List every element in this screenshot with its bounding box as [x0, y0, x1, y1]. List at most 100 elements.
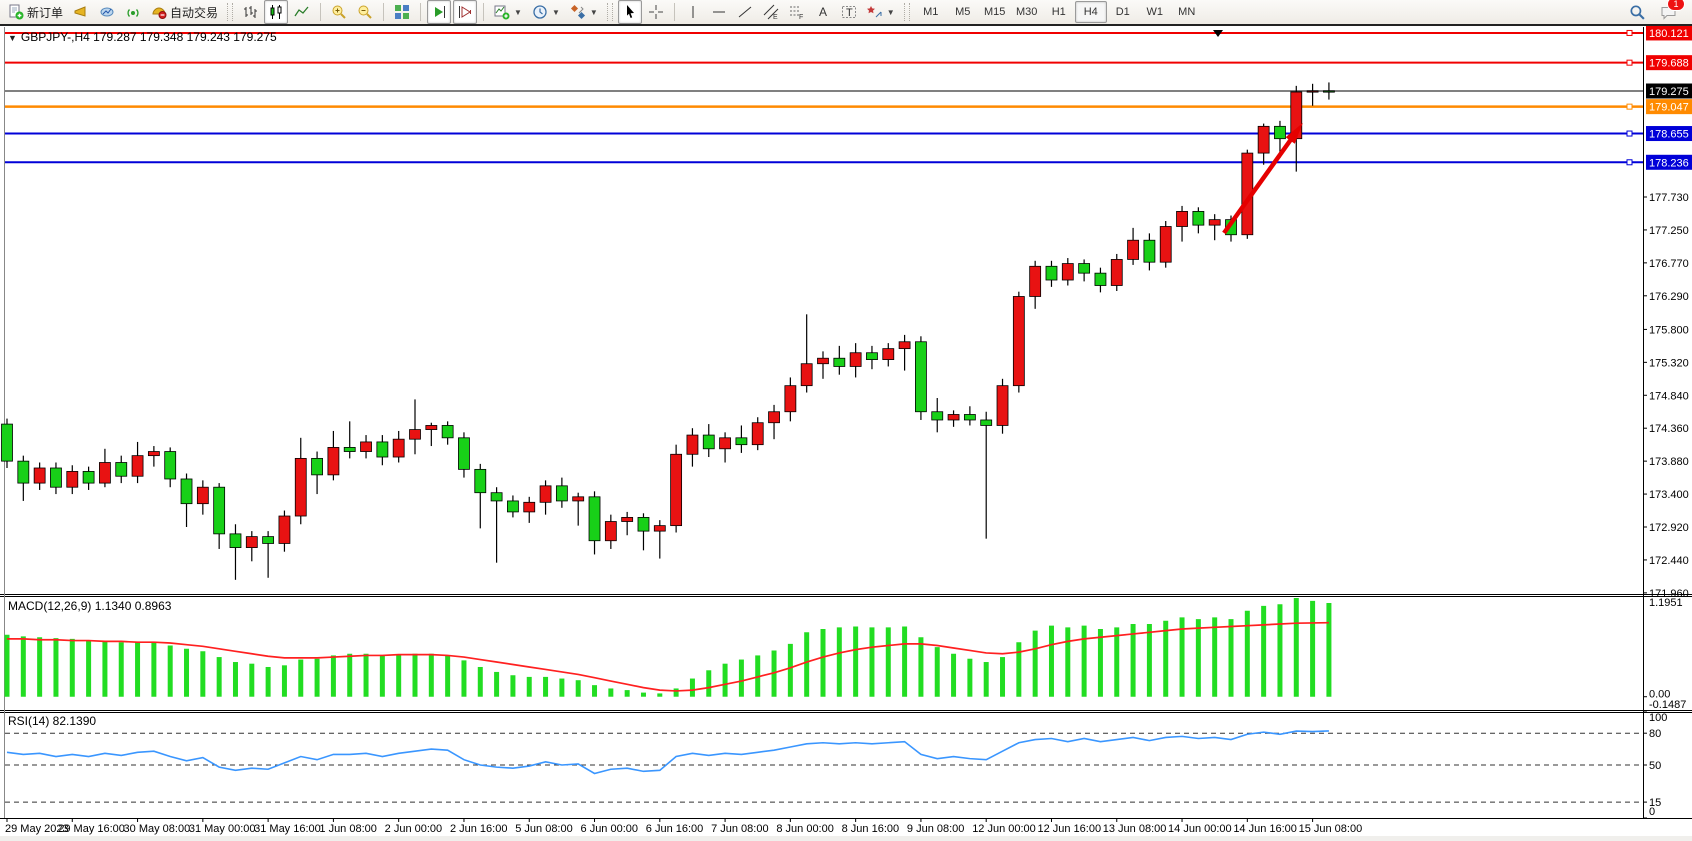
- level-handle[interactable]: [1626, 130, 1633, 137]
- line-chart-type-button[interactable]: [290, 0, 314, 24]
- rsi-line: [6, 730, 1329, 775]
- svg-text:29 May 2023: 29 May 2023: [5, 823, 69, 835]
- cursor-button[interactable]: [617, 0, 642, 24]
- level-handle[interactable]: [1626, 103, 1633, 110]
- candlestick-chart-type-button[interactable]: [264, 0, 289, 24]
- toolbar-grip3[interactable]: [903, 3, 910, 21]
- svg-text:173.400: 173.400: [1649, 489, 1689, 501]
- megaphone-icon: [74, 6, 86, 17]
- charts-cloud-button[interactable]: [95, 0, 119, 24]
- zoom-out-button[interactable]: [353, 0, 377, 24]
- indicators-icon: [494, 5, 510, 20]
- timeframe-button-mn[interactable]: MN: [1178, 6, 1196, 18]
- timeframe-button-d1[interactable]: D1: [1115, 6, 1130, 18]
- notifications-button[interactable]: 1: [1656, 0, 1685, 24]
- horizontal-line-icon: [712, 11, 725, 13]
- indicators-dropdown-caret[interactable]: ▼: [514, 7, 522, 17]
- timeframe-button-w1[interactable]: W1: [1146, 6, 1163, 18]
- cursor-icon: [626, 5, 634, 18]
- svg-text:8 Jun 16:00: 8 Jun 16:00: [842, 823, 900, 835]
- annotation-arrow[interactable]: [1222, 122, 1303, 235]
- level-handle[interactable]: [1626, 159, 1633, 166]
- svg-text:12 Jun 00:00: 12 Jun 00:00: [972, 823, 1036, 835]
- indicators-button[interactable]: ▼: [490, 0, 526, 24]
- notification-badge: 1: [1667, 0, 1685, 11]
- chart-shift-icon: [459, 6, 472, 18]
- svg-text:176.290: 176.290: [1649, 291, 1689, 303]
- chart-shift-marker[interactable]: [1213, 30, 1223, 37]
- new-order-label: 新订单: [27, 5, 64, 20]
- zoom-in-button[interactable]: [327, 0, 351, 24]
- horizontal-levels[interactable]: [5, 29, 1643, 166]
- crosshair-button[interactable]: [644, 0, 668, 24]
- svg-text:15: 15: [1649, 797, 1661, 809]
- macd-signal-line: [7, 621, 1329, 692]
- search-button[interactable]: [1625, 0, 1650, 24]
- svg-text:31 May 00:00: 31 May 00:00: [189, 823, 256, 835]
- timeframe-button-m30[interactable]: M30: [1016, 6, 1038, 18]
- text-tool-button[interactable]: A: [811, 0, 835, 24]
- timeframe-button-m15[interactable]: M15: [984, 6, 1006, 18]
- auto-trading-icon: [152, 7, 167, 19]
- fibonacci-icon: F: [789, 6, 803, 20]
- svg-text:14 Jun 00:00: 14 Jun 00:00: [1168, 823, 1232, 835]
- level-handle[interactable]: [1626, 59, 1633, 66]
- signal-icon: [127, 9, 139, 17]
- svg-text:0: 0: [1649, 806, 1655, 818]
- candlestick-chart-icon: [270, 5, 282, 19]
- svg-text:E: E: [773, 14, 778, 20]
- periods-button[interactable]: ▼: [528, 0, 564, 24]
- auto-scroll-button[interactable]: [427, 0, 452, 24]
- timeframe-button-m1[interactable]: M1: [923, 6, 939, 18]
- text-label-tool-button[interactable]: T: [837, 0, 861, 24]
- svg-text:A: A: [819, 5, 827, 19]
- vertical-line-tool-button[interactable]: [681, 0, 705, 24]
- svg-text:8 Jun 00:00: 8 Jun 00:00: [776, 823, 834, 835]
- equidistant-channel-tool-button[interactable]: E: [759, 0, 783, 24]
- svg-text:9 Jun 08:00: 9 Jun 08:00: [907, 823, 965, 835]
- price-badge-178.236: 178.236: [1646, 154, 1692, 170]
- price-badge-179.688: 179.688: [1646, 55, 1692, 71]
- bar-chart-type-button[interactable]: [238, 0, 262, 24]
- timeframe-button-h1[interactable]: H1: [1051, 6, 1066, 18]
- svg-text:2 Jun 00:00: 2 Jun 00:00: [385, 823, 443, 835]
- svg-text:172.920: 172.920: [1649, 522, 1689, 534]
- clock-icon: [533, 5, 547, 19]
- trendline-tool-button[interactable]: [733, 0, 757, 24]
- templates-button[interactable]: ▼: [566, 0, 602, 24]
- timeframe-button-h4[interactable]: H4: [1074, 1, 1107, 23]
- toolbar-grip2[interactable]: [606, 3, 613, 21]
- svg-text:175.800: 175.800: [1649, 324, 1689, 336]
- tile-windows-button[interactable]: [390, 0, 414, 24]
- periods-dropdown-caret[interactable]: ▼: [551, 7, 560, 17]
- horizontal-line-tool-button[interactable]: [707, 0, 731, 24]
- auto-trading-button[interactable]: 自动交易: [147, 0, 222, 24]
- signals-button[interactable]: [121, 0, 145, 24]
- svg-text:178.655: 178.655: [1649, 129, 1689, 141]
- auto-trading-label: 自动交易: [170, 5, 219, 20]
- new-order-button[interactable]: 新订单: [4, 0, 67, 24]
- svg-text:14 Jun 16:00: 14 Jun 16:00: [1233, 823, 1297, 835]
- svg-text:80: 80: [1649, 728, 1661, 740]
- timeframe-button-m5[interactable]: M5: [955, 6, 971, 18]
- svg-text:176.770: 176.770: [1649, 258, 1689, 270]
- templates-dropdown-caret[interactable]: ▼: [589, 7, 598, 17]
- market-watch-button[interactable]: [69, 0, 93, 24]
- fibonacci-tool-button[interactable]: F: [785, 0, 809, 24]
- main-toolbar: 新订单 自动交易: [0, 0, 1692, 26]
- macd-pane: 1.1951 0.00-0.1487: [4, 597, 1686, 711]
- svg-text:13 Jun 08:00: 13 Jun 08:00: [1103, 823, 1167, 835]
- svg-text:T: T: [846, 7, 853, 19]
- channel-icon: E: [763, 4, 779, 20]
- level-handle[interactable]: [1626, 29, 1633, 36]
- toolbar-grip[interactable]: [227, 3, 234, 21]
- svg-text:175.320: 175.320: [1649, 357, 1689, 369]
- arrows-tool-button[interactable]: ▼: [863, 0, 899, 24]
- arrows-dropdown-caret[interactable]: ▼: [886, 7, 895, 17]
- svg-text:179.275: 179.275: [1649, 86, 1689, 98]
- trendline-icon: [738, 6, 752, 18]
- chart-shift-button[interactable]: [453, 0, 478, 24]
